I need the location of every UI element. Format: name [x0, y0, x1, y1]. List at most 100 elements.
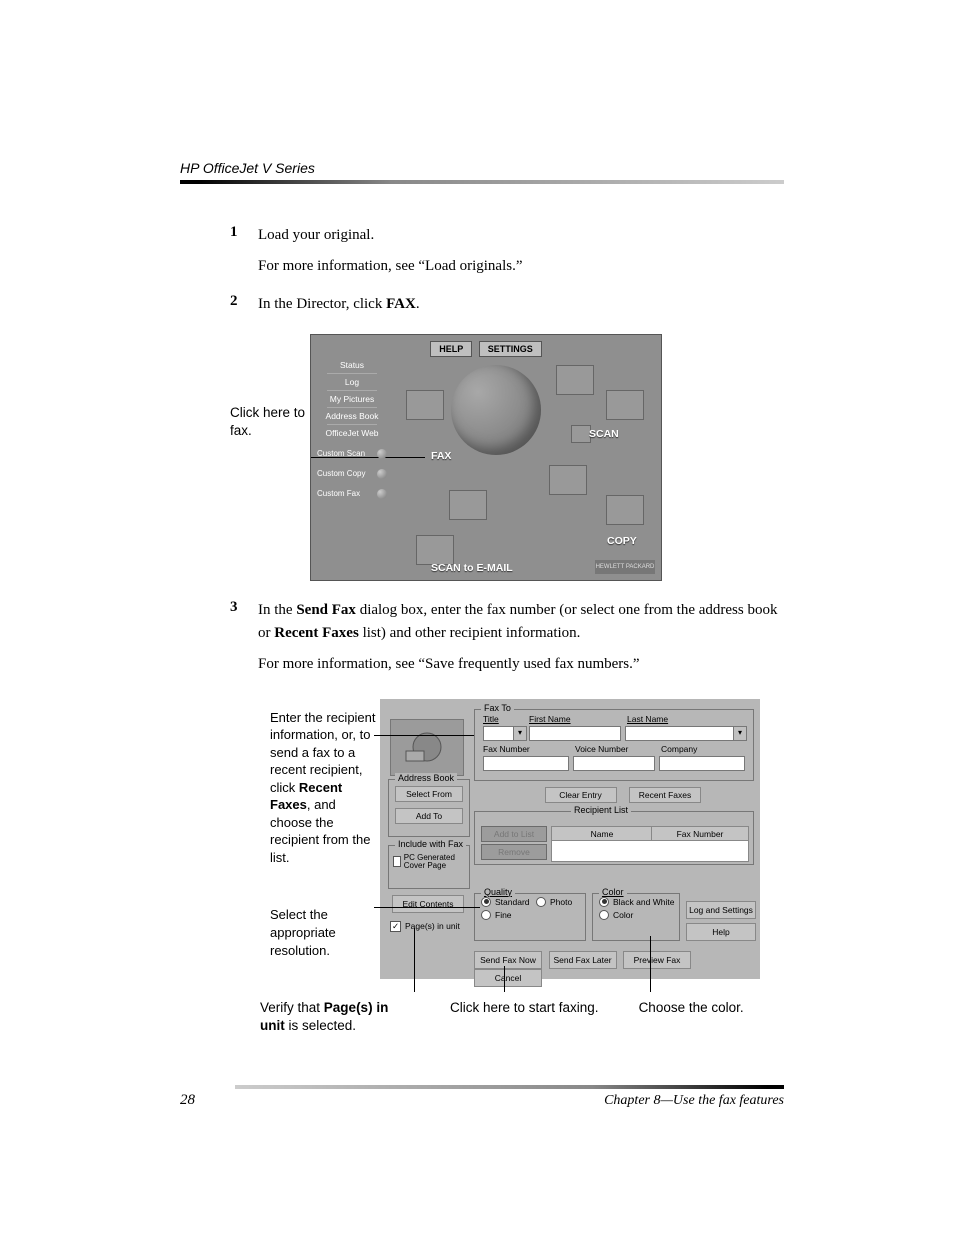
checkbox-icon: ✓ [390, 921, 401, 932]
edit-contents-button[interactable]: Edit Contents [392, 895, 464, 913]
add-to-list-button[interactable]: Add to List [481, 826, 547, 842]
dot-icon [377, 469, 387, 479]
caption-start-faxing: Click here to start faxing. [450, 999, 599, 1035]
select-from-button[interactable]: Select From [395, 786, 463, 802]
sidebar-officejetweb[interactable]: OfficeJet Web [317, 425, 387, 441]
include-group: Include with Fax PC Generated Cover Page [388, 845, 470, 889]
text-bold: FAX [386, 296, 416, 312]
scan-button[interactable]: SCAN [589, 428, 619, 440]
step-text: For more information, see “Load original… [258, 255, 784, 278]
add-to-button[interactable]: Add To [395, 808, 463, 824]
copy-button[interactable]: COPY [607, 535, 637, 547]
text-bold: Recent Faxes [274, 625, 359, 641]
fax-logo-icon [390, 719, 464, 776]
callout-line [650, 936, 651, 992]
help-button[interactable]: Help [686, 923, 756, 941]
label: Custom Fax [317, 490, 377, 498]
send-fax-later-button[interactable]: Send Fax Later [549, 951, 617, 969]
sidebar-addressbook[interactable]: Address Book [317, 408, 387, 424]
radio-icon [599, 910, 609, 920]
company-input[interactable] [659, 756, 745, 771]
radio-icon [481, 897, 491, 907]
voicenumber-input[interactable] [573, 756, 655, 771]
radio-icon [536, 897, 546, 907]
device-icon [556, 365, 594, 395]
callout-recipient: Enter the recipient information, or, to … [270, 709, 380, 867]
remove-button[interactable]: Remove [481, 844, 547, 860]
bw-radio[interactable]: Black and White [599, 897, 679, 907]
scan-to-email-button[interactable]: SCAN to E-MAIL [431, 562, 513, 574]
callout-line [504, 966, 505, 992]
firstname-input[interactable] [529, 726, 621, 741]
help-tab[interactable]: HELP [430, 341, 472, 357]
recent-faxes-button[interactable]: Recent Faxes [629, 787, 701, 803]
sidebar-mypictures[interactable]: My Pictures [317, 391, 387, 407]
radio-icon [599, 897, 609, 907]
footer-rule [235, 1085, 784, 1089]
callout-click-here-to-fax: Click here to fax. [230, 334, 310, 581]
group-legend: Address Book [395, 773, 457, 783]
header-rule [180, 180, 784, 184]
faxto-group: Fax To Title First Name Last Name ▾ ▾ Fa… [474, 709, 754, 781]
recipient-list-body[interactable] [551, 840, 749, 862]
callout-line [414, 928, 415, 992]
sidebar-status[interactable]: Status [317, 357, 387, 373]
sidebar-custom-scan[interactable]: Custom Scan [317, 447, 387, 461]
text: . [416, 296, 420, 312]
radio-icon [481, 910, 491, 920]
step-list: 1 Load your original. For more informati… [230, 224, 784, 324]
sidebar-custom-copy[interactable]: Custom Copy [317, 467, 387, 481]
faxnumber-input[interactable] [483, 756, 569, 771]
arrow-icon [571, 425, 591, 443]
clear-entry-button[interactable]: Clear Entry [545, 787, 617, 803]
label: Custom Copy [317, 470, 377, 478]
lastname-input[interactable] [625, 726, 735, 741]
fax-button[interactable]: FAX [431, 450, 451, 462]
text: In the Director, click [258, 296, 386, 312]
group-legend: Quality [481, 887, 515, 897]
title-label: Title [483, 714, 499, 724]
settings-tab[interactable]: SETTINGS [479, 341, 542, 357]
addressbook-group: Address Book Select From Add To [388, 779, 470, 837]
cancel-button[interactable]: Cancel [474, 969, 542, 987]
director-screenshot: HELP SETTINGS Status Log My Pictures Add… [310, 334, 662, 581]
label: Custom Scan [317, 450, 377, 458]
log-settings-button[interactable]: Log and Settings [686, 901, 756, 919]
group-legend: Recipient List [571, 805, 631, 815]
color-radio[interactable]: Color [599, 910, 679, 920]
voicenumber-label: Voice Number [575, 744, 628, 754]
coverpage-checkbox[interactable]: PC Generated Cover Page [389, 854, 469, 871]
title-dropdown[interactable]: ▾ [513, 726, 527, 741]
hp-logo: HEWLETT PACKARD [595, 560, 655, 574]
lastname-dropdown[interactable]: ▾ [733, 726, 747, 741]
monitor-icon [606, 390, 644, 420]
quality-group: Quality Standard Fine Photo [474, 893, 586, 941]
send-fax-now-button[interactable]: Send Fax Now [474, 951, 542, 969]
step-text: In the Director, click FAX. [258, 293, 784, 316]
callout-column: Enter the recipient information, or, to … [270, 699, 380, 979]
sidebar-log[interactable]: Log [317, 374, 387, 390]
company-label: Company [661, 744, 697, 754]
caption-choose-color: Choose the color. [639, 999, 744, 1035]
text: In the [258, 602, 296, 618]
color-group: Color Black and White Color [592, 893, 680, 941]
step-text: In the Send Fax dialog box, enter the fa… [258, 599, 784, 646]
sidebar-custom-fax[interactable]: Custom Fax [317, 487, 387, 501]
dot-icon [377, 489, 387, 499]
step-body: In the Director, click FAX. [258, 293, 784, 324]
pages-in-unit-checkbox[interactable]: ✓ Page(s) in unit [390, 921, 460, 932]
standard-radio[interactable]: Standard [481, 897, 530, 907]
text: is selected. [285, 1018, 356, 1033]
lastname-label: Last Name [627, 714, 668, 724]
preview-fax-button[interactable]: Preview Fax [623, 951, 691, 969]
document-icon [549, 465, 587, 495]
firstname-label: First Name [529, 714, 571, 724]
label: Standard [495, 897, 530, 907]
label: Black and White [613, 897, 674, 907]
fine-radio[interactable]: Fine [481, 910, 530, 920]
globe-icon [449, 490, 487, 520]
photo-radio[interactable]: Photo [536, 897, 585, 907]
copier-icon [606, 495, 644, 525]
text-bold: Send Fax [296, 602, 356, 618]
title-input[interactable] [483, 726, 515, 741]
